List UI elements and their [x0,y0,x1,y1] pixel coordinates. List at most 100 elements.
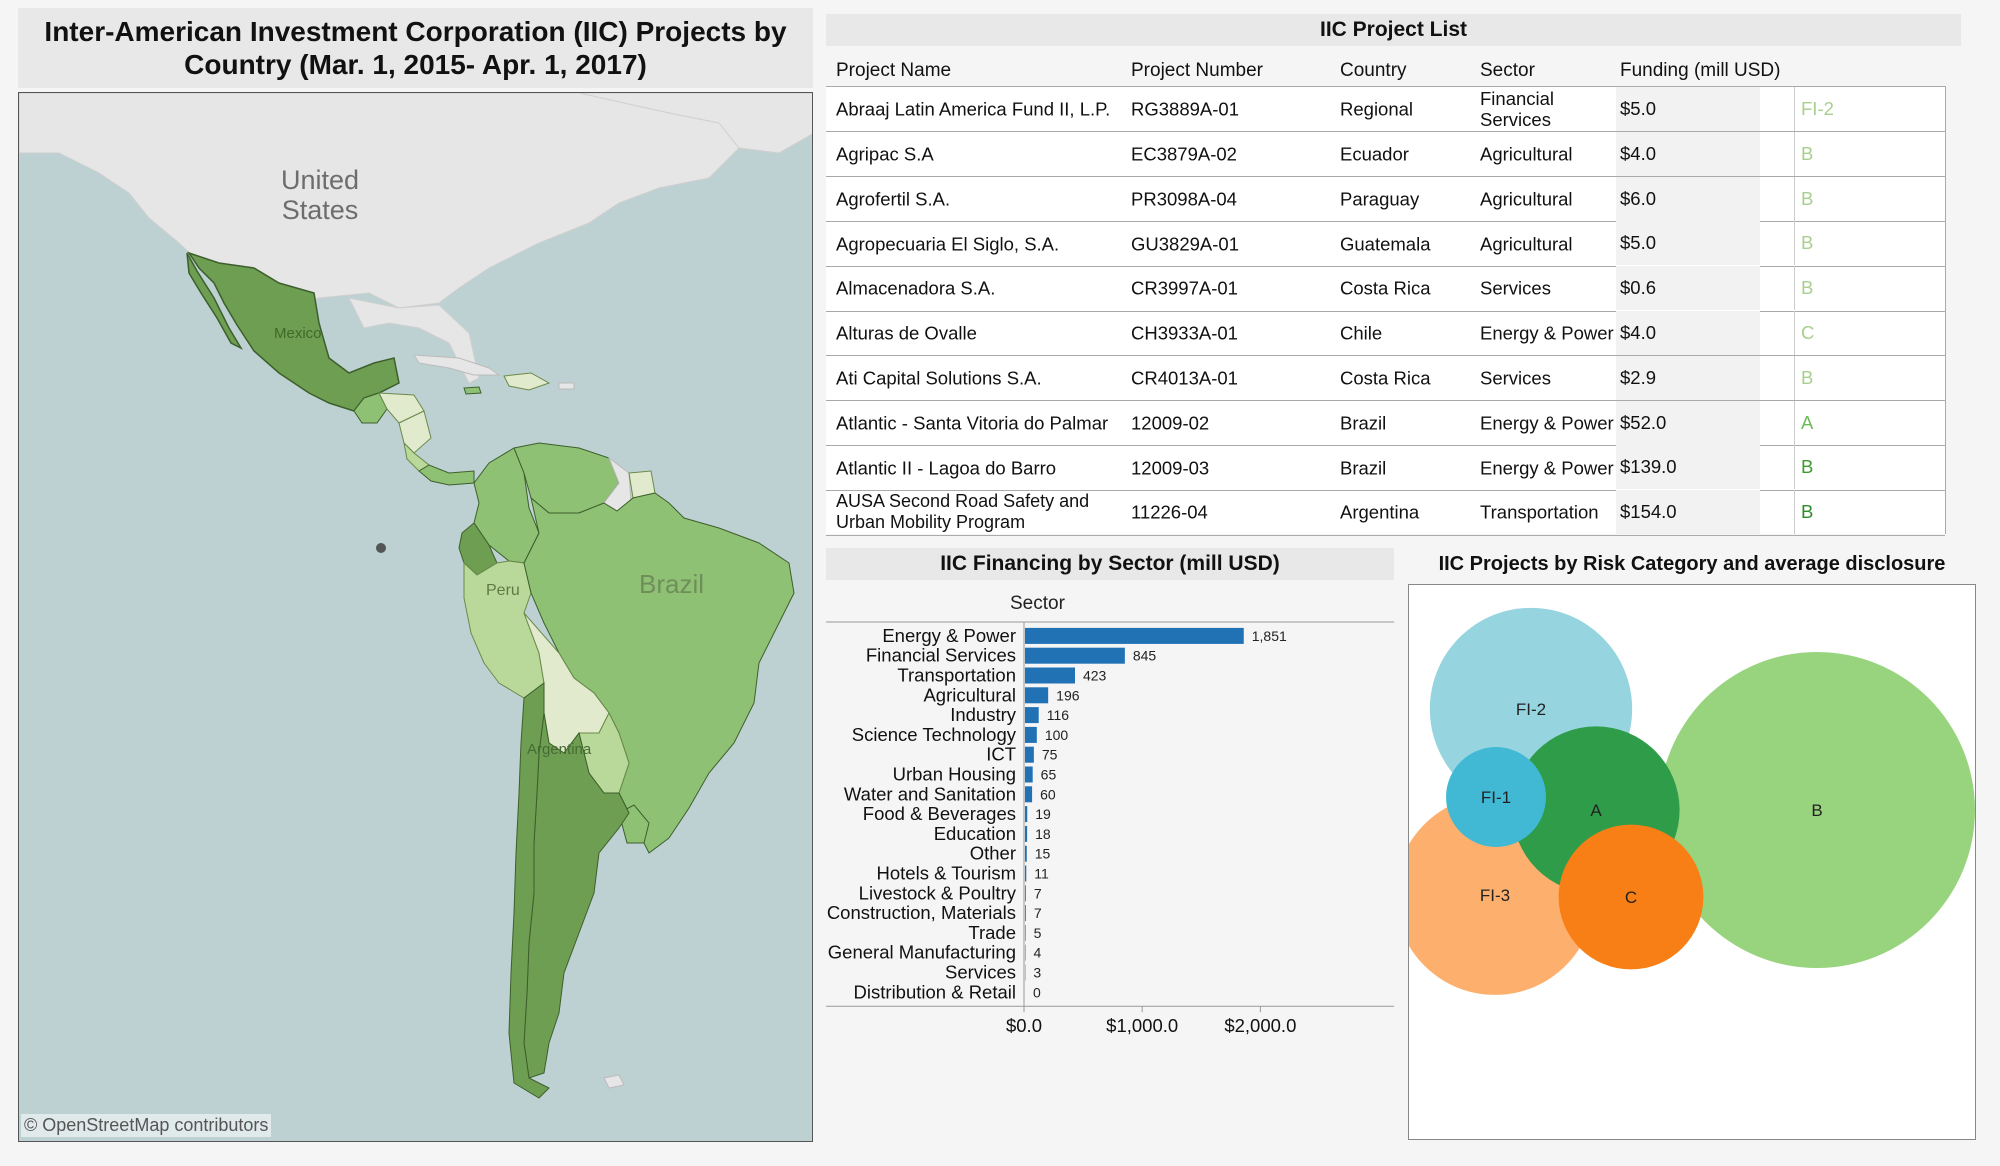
category-label: Water and Sanitation [844,783,1016,804]
bar[interactable] [1025,924,1026,941]
label-argentina: Argentina [527,741,592,758]
bar-value-label: 4 [1033,945,1041,961]
category-label: Trade [968,922,1016,943]
bar[interactable] [1025,766,1033,783]
category-label: Energy & Power [882,625,1016,646]
cell-funding: $52.0 [1616,400,1760,445]
bar[interactable] [1025,726,1037,743]
cell-project-number: 12009-03 [1131,457,1210,479]
cell-sector: Agricultural [1480,188,1573,210]
risk-bubble-chart[interactable]: B FI-2 FI-3 A C FI-1 [1408,584,1976,1140]
galapagos-island [376,543,386,553]
cell-project-number: CR3997A-01 [1131,277,1238,299]
table-row[interactable]: Alturas de Ovalle CH3933A-01 Chile Energy &… [826,311,1945,357]
category-label: Education [934,823,1016,844]
label-brazil: Brazil [639,569,705,599]
bar[interactable] [1025,905,1026,922]
bar-value-label: 1,851 [1252,628,1287,644]
cell-risk-category: FI-2 [1794,87,1934,131]
cell-funding: $5.0 [1616,221,1760,266]
table-row[interactable]: AUSA Second Road Safety and Urban Mobili… [826,490,1945,536]
cell-funding: $139.0 [1616,445,1760,490]
x-tick-label: $1,000.0 [1106,1015,1178,1036]
project-list-header: Project Name Project Number Country Sect… [826,58,1946,86]
cell-project-number: 12009-02 [1131,412,1210,434]
cuba-island [413,354,501,376]
cell-risk-category: B [1794,176,1934,221]
risk-bubble-canvas[interactable]: B FI-2 FI-3 A C FI-1 [1409,585,1975,1139]
category-label: Hotels & Tourism [877,863,1016,884]
cell-funding: $6.0 [1616,176,1760,221]
hispaniola-island[interactable] [503,372,551,391]
map-canvas[interactable] [19,93,813,1142]
cell-project-name: Atlantic - Santa Vitoria do Palmar [836,412,1109,434]
bar[interactable] [1025,707,1039,724]
cell-project-number: GU3829A-01 [1131,233,1239,255]
bar-value-label: 100 [1045,727,1069,743]
label-united-states-line2: States [281,195,359,225]
cell-country: Regional [1340,98,1414,120]
bar[interactable] [1025,647,1125,664]
bar-value-label: 65 [1041,767,1057,783]
header-sector[interactable]: Sector [1480,60,1535,81]
cell-sector: Services [1480,367,1551,389]
bar-value-label: 7 [1034,905,1042,921]
map-attribution[interactable]: © OpenStreetMap contributors [21,1114,272,1137]
bar-value-label: 423 [1083,668,1107,684]
cell-funding: $2.9 [1616,355,1760,400]
risk-bubble-c[interactable] [1558,824,1704,970]
cell-sector: Energy & Power [1480,457,1614,479]
baja-california[interactable] [186,252,243,350]
header-project-number[interactable]: Project Number [1131,60,1263,81]
cell-sector: Energy & Power [1480,412,1614,434]
jamaica-island[interactable] [463,386,482,395]
cell-risk-category: B [1794,131,1934,176]
table-row[interactable]: Almacenadora S.A. CR3997A-01 Costa Rica Ser… [826,266,1945,312]
bar[interactable] [1025,786,1033,803]
bar[interactable] [1025,687,1049,704]
header-funding[interactable]: Funding (mill USD) [1620,60,1781,81]
bar[interactable] [1025,825,1028,842]
header-project-name[interactable]: Project Name [836,60,952,81]
risk-bubble-b[interactable] [1659,652,1975,968]
category-label: Food & Beverages [863,803,1016,824]
cell-sector: Services [1480,277,1551,299]
bar-value-label: 196 [1056,687,1080,703]
country-chile[interactable] [508,682,550,1099]
sector-bar-chart[interactable]: Energy & Power 1,851 Financial Services 845… [826,618,1394,1138]
cell-project-number: EC3879A-02 [1131,143,1237,165]
risk-bubble-fi-1[interactable] [1446,747,1546,847]
table-row[interactable]: Agrofertil S.A. PR3098A-04 Paraguay Agricul… [826,176,1945,222]
bar[interactable] [1025,746,1034,763]
bar[interactable] [1025,627,1244,644]
country-venezuela[interactable] [513,442,620,514]
table-row[interactable]: Ati Capital Solutions S.A. CR4013A-01 Cost… [826,355,1945,402]
table-row[interactable]: Abraaj Latin America Fund II, L.P. RG3889… [826,87,1945,133]
bar[interactable] [1025,667,1075,684]
bar[interactable] [1025,845,1027,862]
country-nicaragua[interactable] [398,410,432,454]
category-label: Livestock & Poultry [859,882,1017,903]
project-list-table[interactable]: Abraaj Latin America Fund II, L.P. RG3889… [826,86,1946,536]
table-row[interactable]: Agripac S.A EC3879A-02 Ecuador Agricultural… [826,131,1945,178]
header-country[interactable]: Country [1340,60,1407,81]
bar[interactable] [1025,865,1027,882]
table-row[interactable]: Agropecuaria El Siglo, S.A. GU3829A-01 Gua… [826,221,1945,267]
puerto-rico-island [558,382,575,390]
risk-bubble-label: B [1811,801,1822,820]
table-row[interactable]: Atlantic - Santa Vitoria do Palmar 12009-… [826,400,1945,446]
category-label: Construction, Materials [827,902,1016,923]
country-panama[interactable] [418,464,475,486]
cell-country: Paraguay [1340,188,1420,210]
cell-sector: Transportation [1480,501,1599,523]
bar-value-label: 19 [1035,806,1051,822]
label-peru: Peru [486,582,520,599]
table-row[interactable]: Atlantic II - Lagoa do Barro 12009-03 Braz… [826,445,1945,491]
cell-project-number: 11226-04 [1131,501,1208,523]
land-southeast-us [348,297,480,384]
bar[interactable] [1025,806,1028,823]
cell-country: Chile [1340,322,1383,344]
bar[interactable] [1025,885,1026,902]
country-map[interactable]: United States Mexico Peru Brazil Argenti… [18,92,813,1142]
bar-value-label: 60 [1040,786,1056,802]
